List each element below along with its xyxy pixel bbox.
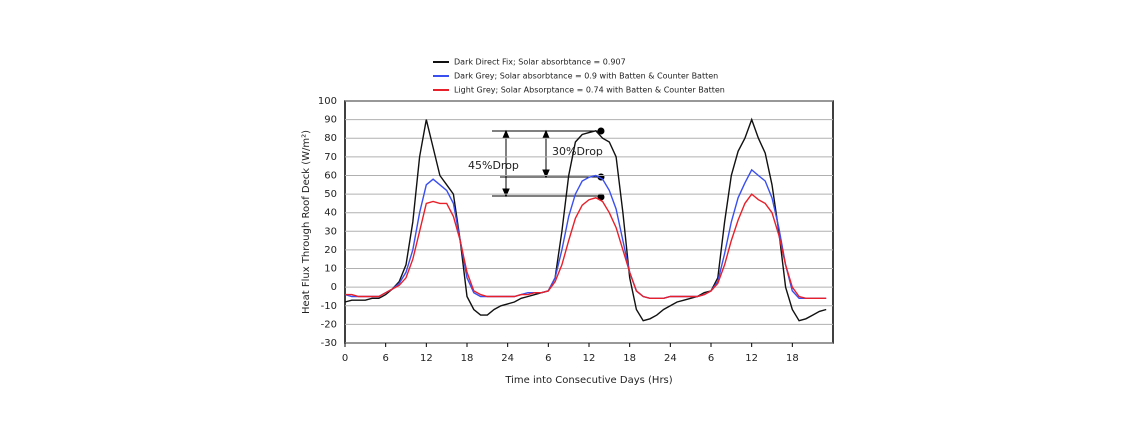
x-axis-label: Time into Consecutive Days (Hrs) (504, 375, 672, 386)
series-line (344, 168, 827, 299)
x-tick-label: 12 (583, 353, 596, 364)
y-tick-label: 40 (324, 208, 337, 219)
legend-label: Dark Grey; Solar absorbtance = 0.9 with … (454, 72, 718, 81)
y-tick-label: -20 (321, 319, 337, 330)
y-tick-label: 80 (324, 133, 337, 144)
x-tick-label: 12 (420, 353, 433, 364)
y-tick-label: -30 (321, 338, 337, 349)
y-tick-label: 50 (324, 189, 337, 200)
series-line (344, 117, 827, 322)
x-tick-label: 24 (501, 353, 514, 364)
x-tick-label: 18 (623, 353, 636, 364)
x-tick-label: 18 (786, 353, 799, 364)
y-tick-label: 0 (331, 282, 337, 293)
y-tick-label: 90 (324, 115, 337, 126)
annotation: 45%Drop (468, 159, 519, 172)
x-tick-label: 12 (745, 353, 758, 364)
legend-label: Dark Direct Fix; Solar absorbtance = 0.9… (454, 58, 626, 67)
x-tick-label: 18 (461, 353, 474, 364)
x-tick-label: 24 (664, 353, 677, 364)
y-tick-label: 20 (324, 245, 337, 256)
y-tick-label: 100 (318, 96, 337, 107)
x-tick-label: 6 (545, 353, 551, 364)
y-tick-label: 10 (324, 264, 337, 275)
legend-label: Light Grey; Solar Absorptance = 0.74 wit… (454, 86, 725, 95)
y-axis-label: Heat Flux Through Roof Deck (W/m²) (301, 130, 312, 314)
y-tick-label: 60 (324, 170, 337, 181)
x-tick-label: 6 (708, 353, 714, 364)
y-tick-label: 70 (324, 152, 337, 163)
annotation: 30%Drop (552, 145, 603, 158)
x-tick-label: 6 (382, 353, 388, 364)
y-tick-label: 30 (324, 226, 337, 237)
y-tick-label: -10 (321, 301, 337, 312)
x-tick-label: 0 (342, 353, 348, 364)
series-line (345, 193, 827, 299)
